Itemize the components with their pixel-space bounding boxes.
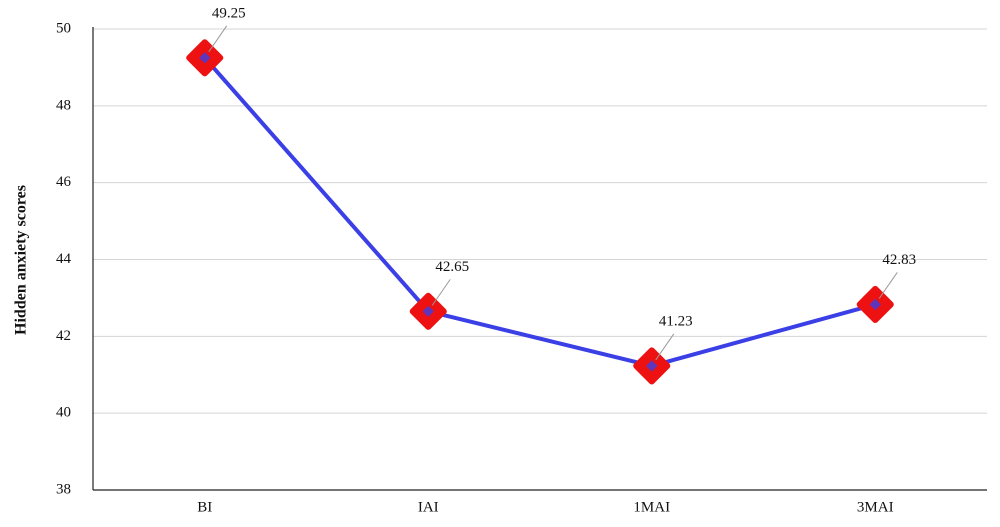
y-tick-label: 40 — [56, 405, 71, 421]
y-tick-label: 46 — [56, 174, 72, 190]
leader-line — [208, 25, 228, 53]
marker-center — [869, 298, 881, 311]
marker-center — [422, 305, 434, 318]
y-tick-label: 38 — [56, 481, 71, 497]
marker-center — [199, 52, 211, 64]
data-label: 42.65 — [435, 259, 469, 275]
x-tick-label: 1MAI — [633, 499, 670, 515]
x-tick-label: IAI — [418, 499, 439, 515]
marker-center — [646, 360, 658, 372]
y-axis-label: Hidden anxiety scores — [13, 185, 30, 335]
y-tick-label: 48 — [56, 97, 71, 113]
data-label: 41.23 — [659, 313, 693, 329]
leader-line — [878, 272, 898, 299]
data-label: 42.83 — [882, 252, 916, 268]
data-label: 49.25 — [212, 5, 246, 21]
y-tick-label: 44 — [56, 251, 72, 267]
leader-line — [655, 333, 675, 361]
x-tick-label: 3MAI — [857, 499, 894, 515]
x-tick-label: BI — [197, 499, 212, 515]
leader-line — [431, 279, 451, 306]
y-tick-label: 42 — [56, 328, 71, 344]
line — [203, 56, 876, 368]
y-tick-label: 50 — [56, 20, 71, 36]
